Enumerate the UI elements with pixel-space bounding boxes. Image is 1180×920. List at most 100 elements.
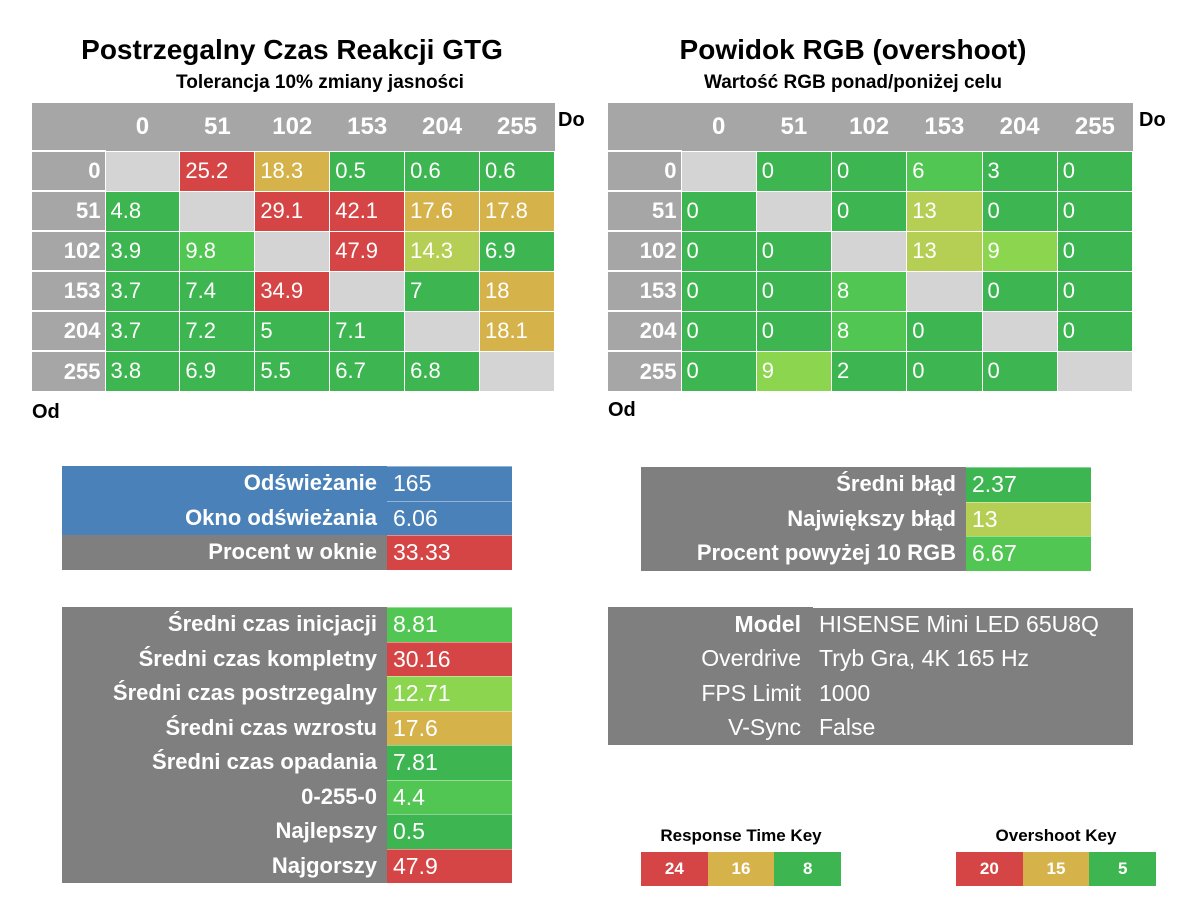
- refresh-row-label: Procent w oknie: [62, 535, 387, 570]
- stats-row-value: 47.9: [387, 848, 512, 883]
- refresh-panel: Odświeżanie 165 Okno odświeżania 6.06 Procen…: [62, 466, 512, 570]
- overshoot-heatmap-cell: [680, 150, 757, 192]
- response-heatmap-cell: 3.9: [104, 230, 181, 272]
- refresh-row-label: Odświeżanie: [62, 466, 387, 501]
- response-key-cell: 16: [707, 852, 775, 886]
- overshoot-heatmap-cell: 0: [680, 230, 757, 272]
- stats-row-value: 7.81: [387, 745, 512, 780]
- info-row-value: HISENSE Mini LED 65U8Q: [813, 607, 1133, 642]
- stats-row-label: Średni czas postrzegalny: [62, 676, 387, 711]
- response-key-cell: 8: [774, 852, 842, 886]
- overshoot-heatmap-cell: 0: [680, 270, 757, 312]
- overshoot-heatmap-cell: 0: [906, 350, 983, 392]
- response-heatmap-cell: 18: [479, 270, 555, 312]
- response-heatmap-cell: 17.6: [404, 190, 481, 232]
- overshoot-heatmap-cell: 0: [1056, 310, 1134, 352]
- response-heatmap-cell: 18.1: [479, 310, 555, 352]
- response-heatmap-cell: 14.3: [404, 230, 481, 272]
- response-heatmap-cell: 7: [404, 270, 481, 312]
- overshoot-heatmap-row-header: 204: [608, 310, 681, 351]
- response-to-label: Do: [558, 109, 585, 131]
- overshoot-key-cell: 20: [956, 852, 1023, 886]
- overshoot-heatmap-cell: 2: [830, 350, 908, 392]
- response-heatmap-cell: 47.9: [329, 230, 406, 272]
- info-row-label: Overdrive: [701, 645, 801, 672]
- response-time-heatmap: 0 51 102 153 204 255 0 25.2 18.3 0.5 0.6 0.6 51 4.8 29…: [32, 103, 555, 392]
- response-heatmap-col-header: 102: [254, 103, 330, 151]
- stats-row-label: Najlepszy: [62, 814, 387, 849]
- overshoot-error-panel: Średni błąd 2.37 Największy błąd 13 Procent …: [641, 467, 1091, 571]
- overshoot-heatmap-cell: 0: [680, 190, 757, 232]
- response-heatmap-col-header: 51: [179, 103, 255, 151]
- stats-row-value: 30.16: [387, 641, 512, 676]
- response-heatmap-cell: [479, 350, 555, 392]
- info-row: Overdrive Tryb Gra, 4K 165 Hz: [608, 642, 1133, 677]
- response-heatmap-cell: 0.6: [404, 150, 481, 192]
- overshoot-heatmap-row-header: 0: [608, 150, 681, 191]
- info-row-value: Tryb Gra, 4K 165 Hz: [819, 645, 1030, 672]
- info-row: V-Sync False: [608, 711, 1133, 746]
- response-heatmap-cell: [179, 190, 256, 232]
- response-key-cell: 24: [641, 852, 708, 886]
- response-from-label: Od: [32, 401, 60, 423]
- overshoot-heatmap-cell: [830, 230, 908, 272]
- response-key-title: Response Time Key: [660, 826, 822, 845]
- response-heatmap-cell: 9.8: [179, 230, 256, 272]
- info-row: Model HISENSE Mini LED 65U8Q: [608, 607, 1133, 642]
- refresh-row: Procent w oknie 33.33: [62, 535, 512, 570]
- stats-row-value: 0.5: [387, 814, 512, 849]
- info-row-label: FPS Limit: [701, 679, 801, 706]
- response-heatmap-cell: 17.8: [479, 190, 555, 232]
- response-heatmap-cell: 18.3: [254, 150, 331, 192]
- response-heatmap-cell: 42.1: [329, 190, 406, 232]
- response-time-key: 24 16 8: [641, 852, 842, 886]
- response-heatmap-cell: [329, 270, 406, 312]
- stats-row: Średni czas postrzegalny 12.71: [62, 676, 512, 711]
- stats-row: Średni czas wzrostu 17.6: [62, 710, 512, 745]
- stats-row: 0-255-0 4.4: [62, 779, 512, 814]
- stats-row: Najlepszy 0.5: [62, 814, 512, 849]
- refresh-row-value: 33.33: [387, 535, 512, 570]
- stats-row-value: 4.4: [387, 779, 512, 814]
- refresh-row-value: 6.06: [387, 500, 512, 535]
- response-heatmap-cell: 6.9: [179, 350, 256, 392]
- overshoot-heatmap-cell: [906, 270, 983, 312]
- stats-row-value: 12.71: [387, 676, 512, 711]
- response-heatmap-cell: 25.2: [179, 150, 256, 192]
- overshoot-heatmap-cell: 0: [755, 310, 833, 352]
- overshoot-heatmap-cell: 0: [1056, 190, 1134, 232]
- refresh-row: Okno odświeżania 6.06: [62, 500, 512, 535]
- overshoot-heatmap-corner: [608, 103, 681, 151]
- overshoot-chart-title: Powidok RGB (overshoot): [679, 34, 1027, 65]
- error-row-label: Procent powyżej 10 RGB: [641, 536, 966, 571]
- overshoot-heatmap-cell: [981, 310, 1058, 352]
- stats-row-value: 8.81: [387, 607, 512, 642]
- error-row: Średni błąd 2.37: [641, 467, 1091, 502]
- overshoot-key-cell: 5: [1089, 852, 1157, 886]
- overshoot-heatmap-cell: 8: [830, 270, 908, 312]
- response-heatmap-cell: 6.8: [404, 350, 481, 392]
- overshoot-heatmap-row-header: 255: [608, 350, 681, 391]
- info-row-label: V-Sync: [728, 714, 801, 741]
- response-heatmap-col-header: 204: [404, 103, 480, 151]
- overshoot-heatmap-col-header: 204: [982, 103, 1058, 151]
- stats-row-label: 0-255-0: [62, 779, 387, 814]
- overshoot-from-label: Od: [608, 399, 636, 421]
- response-heatmap-cell: 29.1: [254, 190, 331, 232]
- overshoot-heatmap-cell: 0: [1056, 270, 1134, 312]
- overshoot-heatmap-col-header: 153: [906, 103, 982, 151]
- response-heatmap-cell: 6.9: [479, 230, 555, 272]
- refresh-row-label: Okno odświeżania: [62, 500, 387, 535]
- overshoot-heatmap-cell: 0: [981, 270, 1058, 312]
- overshoot-heatmap-cell: 0: [755, 150, 833, 192]
- error-row-value: 2.37: [966, 467, 1091, 502]
- refresh-row-value: 165: [387, 466, 512, 501]
- response-heatmap-row-header: 204: [32, 310, 105, 351]
- overshoot-heatmap-cell: 8: [830, 310, 908, 352]
- overshoot-heatmap-cell: 0: [981, 190, 1058, 232]
- response-heatmap-cell: 6.7: [329, 350, 406, 392]
- response-heatmap-cell: [404, 310, 481, 352]
- overshoot-heatmap-cell: 0: [755, 230, 833, 272]
- stats-row: Najgorszy 47.9: [62, 848, 512, 883]
- stats-row-label: Średni czas inicjacji: [62, 607, 387, 642]
